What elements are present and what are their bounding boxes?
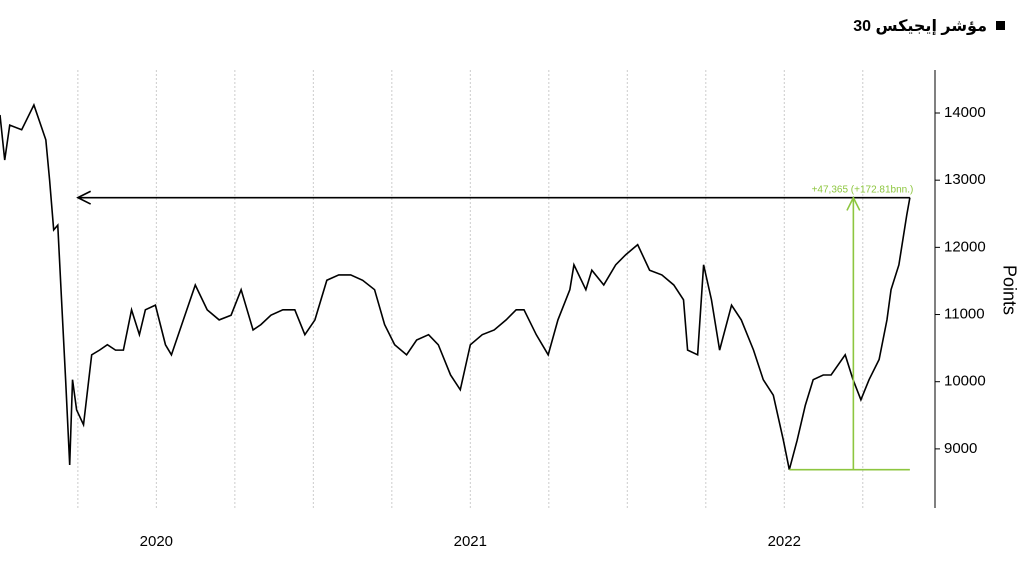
y-tick-label: 14000 xyxy=(944,104,986,121)
x-tick-label: 2022 xyxy=(768,533,801,550)
legend-swatch xyxy=(996,21,1005,30)
y-tick-label: 11000 xyxy=(944,305,985,322)
x-tick-label: 2021 xyxy=(454,533,487,550)
y-axis-label: Points xyxy=(999,265,1019,315)
annotation-label: +47,365 (+172.81bnn.) xyxy=(812,184,914,195)
line-series xyxy=(0,102,911,470)
y-tick-label: 9000 xyxy=(944,440,977,457)
y-tick-label: 13000 xyxy=(944,171,986,188)
legend-label: مؤشر إيجيكس 30 xyxy=(853,18,987,35)
y-tick-label: 12000 xyxy=(944,238,986,255)
y-tick-label: 10000 xyxy=(944,373,986,390)
x-tick-label: 2020 xyxy=(140,533,173,550)
